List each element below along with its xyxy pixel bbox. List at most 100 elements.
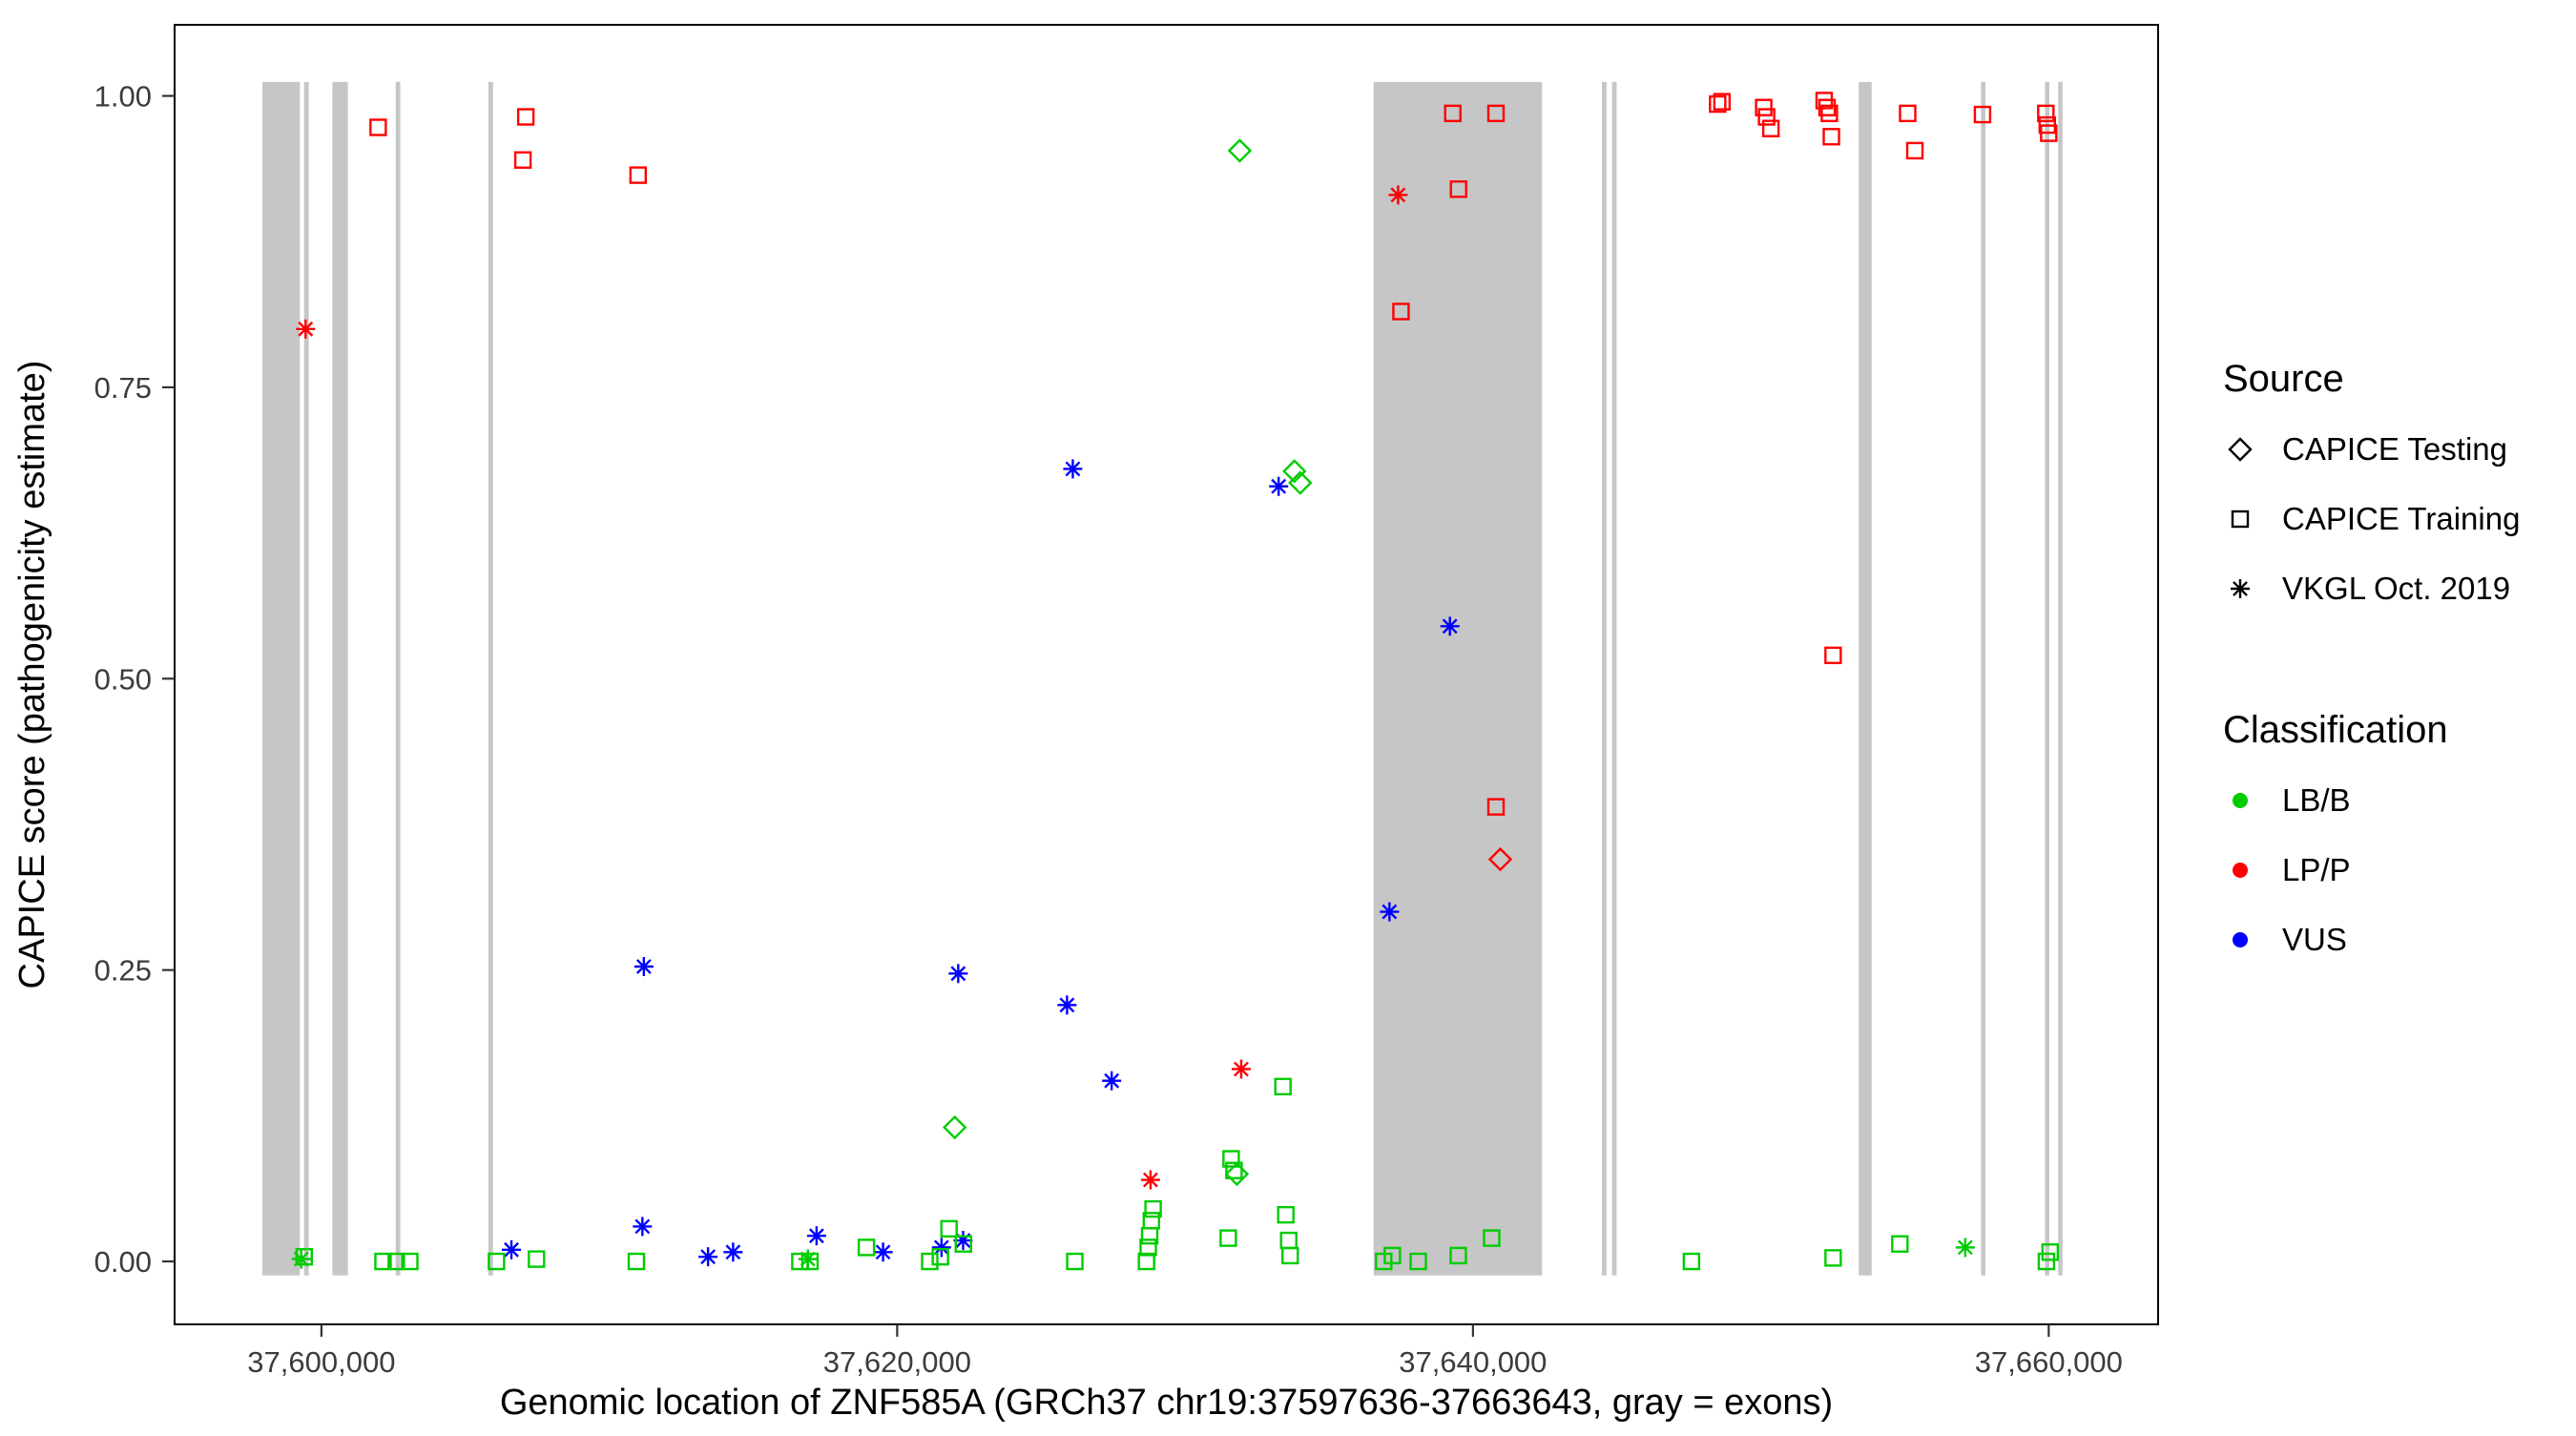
legend-class-title: Classification: [2223, 709, 2448, 751]
data-point-circle: [2233, 863, 2248, 878]
data-point-square: [1142, 1212, 1161, 1230]
x-tick-label: 37,600,000: [247, 1345, 395, 1379]
data-point-diamond: [2228, 437, 2253, 462]
y-tick-label: 0.25: [94, 954, 152, 988]
data-point-asterisk: [698, 1247, 718, 1267]
data-point-square: [791, 1252, 809, 1271]
exon-band: [2058, 81, 2063, 1276]
data-point-asterisk: [1380, 902, 1400, 922]
series-vkgl-lpp: [296, 185, 1408, 1190]
data-point-square: [516, 108, 535, 126]
x-axis-title: Genomic location of ZNF585A (GRCh37 chr1…: [500, 1383, 1833, 1423]
data-point-square: [1383, 1246, 1402, 1265]
data-point-square: [921, 1252, 939, 1271]
data-point-square: [528, 1250, 546, 1268]
series-vkgl-vus: [502, 459, 1460, 1267]
y-tick-label: 0.50: [94, 662, 152, 696]
data-point-square: [857, 1238, 876, 1257]
data-point-square: [1137, 1252, 1155, 1271]
data-point-square: [1682, 1252, 1701, 1271]
data-point-square: [1824, 1249, 1842, 1267]
data-point-square: [374, 1252, 392, 1271]
data-point-square: [488, 1252, 506, 1271]
series-training-lpp: [369, 92, 2058, 816]
data-point-asterisk: [1388, 185, 1408, 205]
data-point-square: [1822, 128, 1840, 146]
data-point-square: [1225, 1161, 1243, 1179]
data-point-asterisk: [873, 1242, 893, 1262]
data-point-square: [513, 151, 532, 169]
data-point-square: [1139, 1238, 1157, 1257]
data-point-square: [800, 1252, 820, 1271]
legend-source-item-testing: CAPICE Testing: [2282, 431, 2507, 467]
legend-class-item-vus: VUS: [2282, 922, 2347, 957]
data-point-asterisk: [2231, 579, 2250, 598]
exon-band: [1373, 81, 1543, 1276]
data-point-asterisk: [1955, 1238, 1975, 1258]
data-point-asterisk: [931, 1238, 951, 1258]
data-point-square: [931, 1247, 949, 1266]
x-tick-label: 37,620,000: [823, 1345, 971, 1379]
y-tick-label: 0.75: [94, 371, 152, 405]
exon-band: [262, 81, 301, 1276]
data-point-square: [387, 1252, 405, 1271]
exon-band: [2045, 81, 2049, 1276]
data-point-square: [1444, 104, 1462, 123]
data-point-square: [1219, 1229, 1237, 1247]
data-point-square: [2037, 1252, 2056, 1271]
data-point-square: [1281, 1246, 1299, 1265]
legend: Source CAPICE Testing CAPICE Training VKGL …: [2223, 358, 2520, 957]
data-point-square: [2037, 104, 2055, 123]
data-point-square: [1066, 1252, 1084, 1271]
data-point-square: [627, 1252, 646, 1271]
y-tick-label: 0.00: [94, 1245, 152, 1279]
x-tick-label: 37,660,000: [1975, 1345, 2123, 1379]
data-point-square: [1824, 646, 1842, 665]
data-point-asterisk: [723, 1242, 743, 1262]
y-axis-title: CAPICE score (pathogenicity estimate): [12, 361, 52, 989]
data-point-square: [401, 1252, 419, 1271]
data-point-diamond: [1224, 1161, 1250, 1187]
data-point-square: [1449, 1246, 1467, 1265]
data-point-circle: [2233, 932, 2248, 947]
data-point-square: [954, 1235, 972, 1253]
exon-band: [395, 81, 401, 1276]
data-point-asterisk: [633, 1217, 653, 1237]
data-point-asterisk: [291, 1249, 311, 1269]
legend-source-title: Source: [2223, 358, 2344, 400]
data-points-layer: [291, 92, 2060, 1271]
data-point-square: [1709, 94, 1727, 114]
axes: 37,600,000 37,620,000 37,640,000 37,660,000…: [94, 80, 2123, 1379]
data-point-square: [1449, 180, 1467, 198]
data-point-square: [369, 118, 387, 136]
exon-band: [1981, 81, 1985, 1276]
data-point-square: [1483, 1229, 1501, 1247]
data-point-square: [2041, 1243, 2060, 1261]
exon-band: [1611, 81, 1617, 1276]
series-testing-lpp: [1487, 846, 1513, 872]
series-testing-lbb: [943, 138, 1313, 1187]
data-point-square: [1144, 1199, 1162, 1218]
data-point-square: [1277, 1205, 1295, 1224]
data-point-square: [1486, 798, 1506, 816]
legend-class-item-lbb: LB/B: [2282, 782, 2351, 818]
data-point-asterisk: [948, 964, 968, 984]
x-tick-label: 37,640,000: [1399, 1345, 1547, 1379]
data-point-square: [1713, 93, 1732, 111]
data-point-square: [1761, 119, 1780, 137]
exon-band: [488, 81, 493, 1276]
data-point-square: [1274, 1077, 1292, 1096]
exon-band: [332, 81, 348, 1276]
series-training-lbb: [295, 1077, 2060, 1271]
data-point-square: [1279, 1231, 1298, 1250]
data-point-square: [1818, 98, 1837, 116]
data-point-diamond: [943, 1114, 967, 1140]
y-tick-label: 1.00: [94, 80, 152, 114]
legend-source-item-training: CAPICE Training: [2282, 501, 2520, 536]
data-point-diamond: [1487, 846, 1513, 872]
data-point-square: [2040, 124, 2058, 142]
legend-source-item-vkgl: VKGL Oct. 2019: [2282, 571, 2510, 606]
data-point-asterisk: [1269, 476, 1289, 496]
data-point-square: [940, 1219, 958, 1238]
